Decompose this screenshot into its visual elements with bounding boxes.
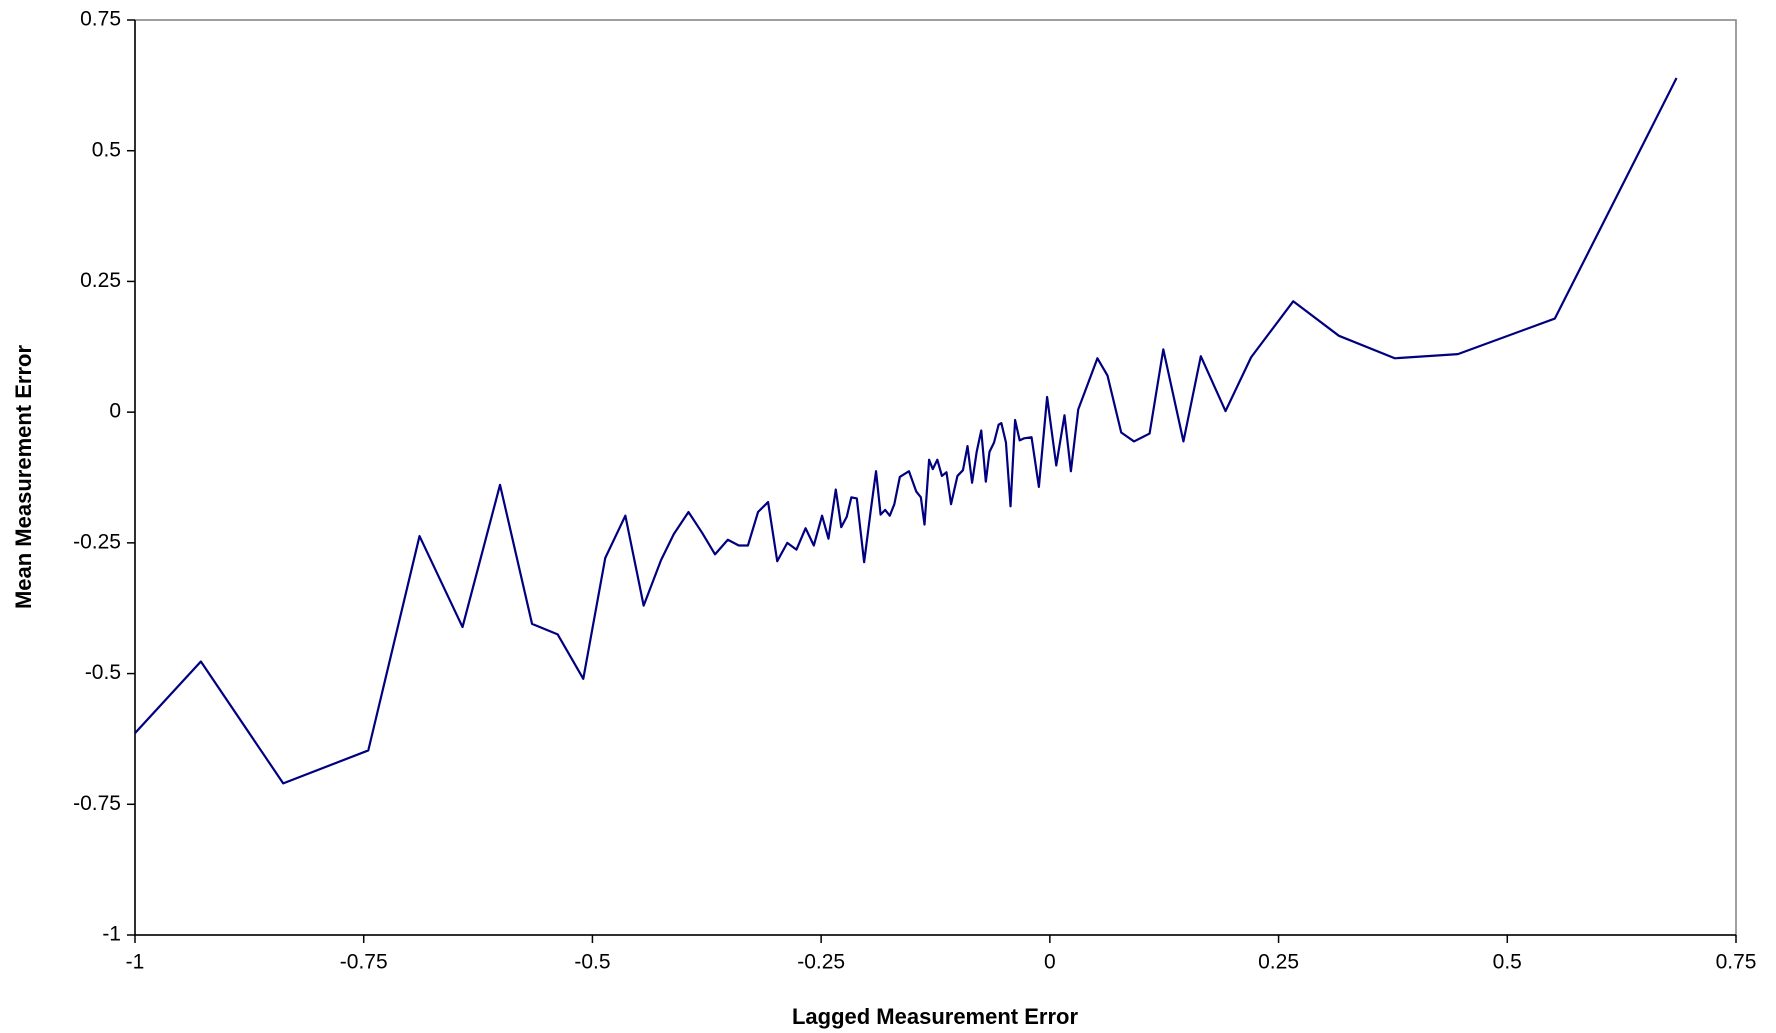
- y-tick-label: 0.25: [80, 269, 121, 292]
- y-tick-label: 0: [109, 400, 121, 423]
- y-tick-label: -0.5: [85, 661, 121, 684]
- x-tick-label: -0.5: [574, 951, 610, 974]
- y-tick-label: -0.25: [73, 530, 121, 553]
- data-line: [134, 77, 1678, 785]
- y-axis-title: Mean Measurement Error: [11, 345, 36, 610]
- x-tick-label: -0.25: [797, 951, 845, 974]
- y-tick-label: -0.75: [73, 792, 121, 815]
- x-tick-label: 0.75: [1716, 951, 1757, 974]
- y-tick-label: 0.5: [92, 138, 121, 161]
- x-tick-label: 0.5: [1493, 951, 1522, 974]
- x-tick-label: 0.25: [1258, 951, 1299, 974]
- plot-frame: [134, 19, 1737, 936]
- y-tick-label: -1: [102, 923, 121, 946]
- x-tick-label: -1: [126, 951, 145, 974]
- x-tick-label: 0: [1044, 951, 1056, 974]
- x-tick-label: -0.75: [340, 951, 388, 974]
- x-axis-title: Lagged Measurement Error: [792, 1004, 1079, 1029]
- y-tick-label: 0.75: [80, 8, 121, 31]
